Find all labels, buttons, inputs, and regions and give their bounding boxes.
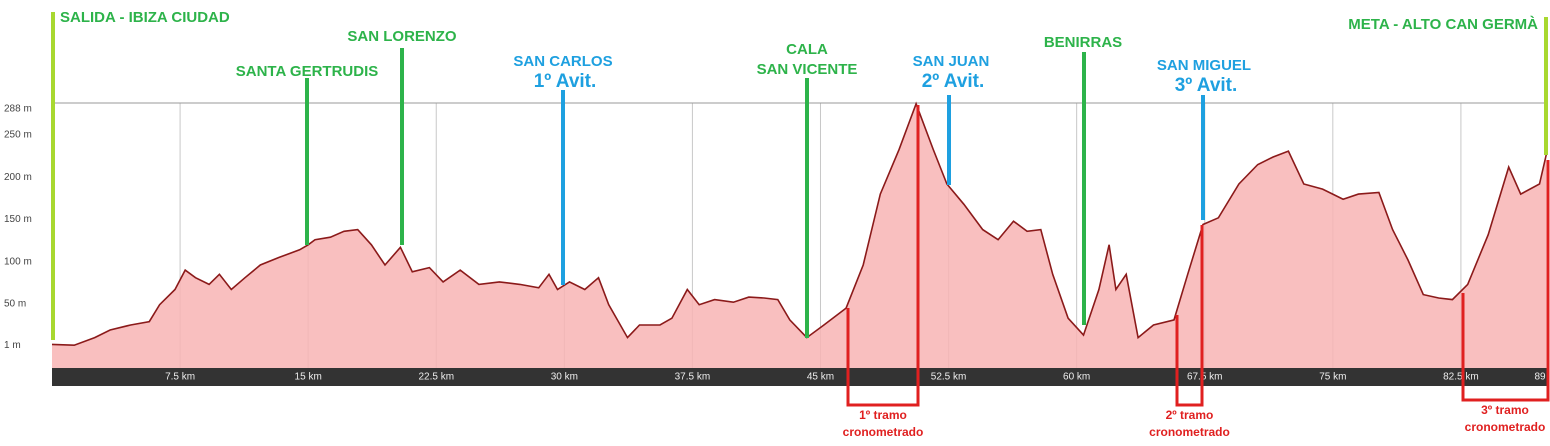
x-tick-label: 75 km (1319, 372, 1346, 383)
stage-label: cronometrado (1149, 425, 1230, 439)
town-label: META - ALTO CAN GERMÀ (1348, 16, 1538, 33)
x-tick-label: 60 km (1063, 372, 1090, 383)
y-tick-label: 1 m (4, 340, 21, 351)
x-tick-label: 89 (1534, 372, 1546, 383)
x-tick-label: 15 km (295, 372, 322, 383)
y-tick-label: 100 m (4, 256, 32, 267)
stage-label: cronometrado (1465, 420, 1546, 434)
stage-label: 2º tramo (1166, 408, 1214, 422)
town-label: SAN VICENTE (757, 61, 858, 78)
area-fill (52, 103, 1547, 369)
x-tick-label: 67.5 km (1187, 372, 1223, 383)
x-tick-label: 30 km (551, 372, 578, 383)
x-axis-band (52, 368, 1548, 386)
stage-bracket (1461, 160, 1550, 402)
town-label: SAN MIGUEL (1157, 57, 1251, 74)
avit-label: 3º Avit. (1175, 75, 1238, 96)
x-tick-label: 45 km (807, 372, 834, 383)
elevation-line (51, 101, 1548, 347)
stage-label: 1º tramo (859, 408, 907, 422)
stage-label: cronometrado (843, 425, 924, 439)
town-label: SALIDA - IBIZA CIUDAD (60, 9, 230, 26)
y-tick-label: 200 m (4, 172, 32, 183)
town-label: SAN LORENZO (347, 28, 457, 45)
x-tick-label: 52.5 km (931, 372, 967, 383)
town-label: SAN CARLOS (513, 53, 612, 70)
y-tick-label: 50 m (4, 299, 26, 310)
avit-label: 1º Avit. (534, 71, 597, 92)
y-tick-label: 150 m (4, 214, 32, 225)
avit-label: 2º Avit. (922, 71, 985, 92)
stage-label: 3º tramo (1481, 403, 1529, 417)
stage-bracket (1175, 225, 1204, 407)
x-tick-label: 22.5 km (418, 372, 454, 383)
town-label: SANTA GERTRUDIS (236, 63, 379, 80)
x-tick-label: 82.5 km (1443, 372, 1479, 383)
town-label: CALA (786, 41, 828, 58)
stage-bracket (846, 105, 920, 407)
x-tick-label: 7.5 km (165, 372, 195, 383)
town-label: SAN JUAN (913, 53, 990, 70)
town-label: BENIRRAS (1044, 34, 1122, 51)
y-tick-label: 250 m (4, 130, 32, 141)
y-tick-label: 288 m (4, 104, 32, 115)
x-tick-label: 37.5 km (675, 372, 711, 383)
